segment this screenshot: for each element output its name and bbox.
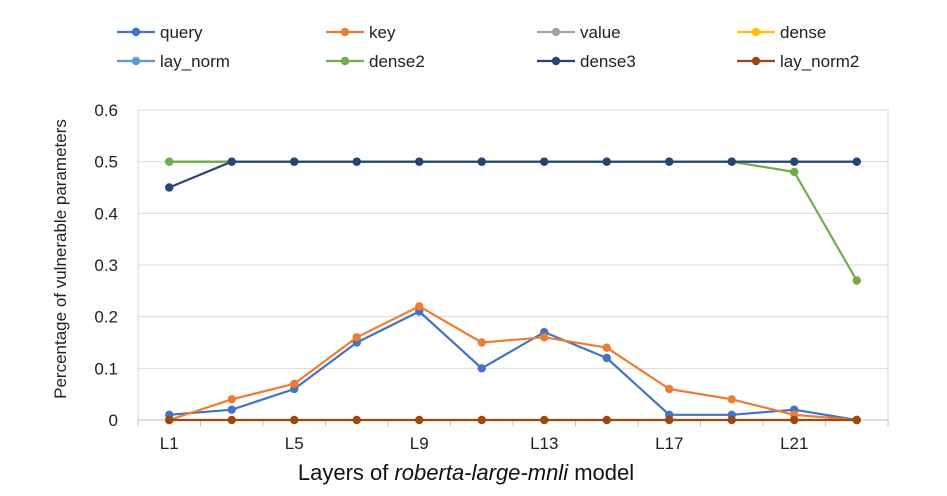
y-tick-label: 0.5 <box>94 153 118 172</box>
legend-item-lay-norm: lay_norm <box>117 52 230 71</box>
legend-label: lay_norm2 <box>780 52 859 71</box>
legend-label: lay_norm <box>160 52 230 71</box>
legend-swatch-marker <box>751 56 761 66</box>
series-dense2 <box>165 157 861 285</box>
data-point <box>352 157 361 166</box>
data-point <box>165 415 174 425</box>
series-query <box>165 307 861 425</box>
data-point <box>415 415 424 425</box>
data-point <box>852 276 861 285</box>
data-point <box>727 157 736 166</box>
series-line <box>169 160 858 282</box>
data-point <box>352 333 361 342</box>
x-axis-title-part-1: Layers of <box>298 460 395 485</box>
data-point <box>227 395 236 404</box>
legend-label: dense3 <box>580 52 636 71</box>
x-axis-title-part-3: model <box>568 460 634 485</box>
series-line <box>169 310 857 422</box>
legend: query key value dense lay_norm dense2 dense3 la… <box>117 23 859 71</box>
legend-item-dense3: dense3 <box>537 52 636 71</box>
data-point <box>477 415 486 425</box>
data-point <box>227 415 236 425</box>
y-tick-label: 0.3 <box>94 256 118 275</box>
legend-swatch-marker <box>340 27 350 37</box>
series-line <box>168 305 857 422</box>
legend-item-dense2: dense2 <box>326 52 425 71</box>
y-tick-label: 0 <box>109 411 118 430</box>
x-tick-label: L17 <box>655 434 683 453</box>
data-point <box>852 415 861 425</box>
series-line <box>168 160 857 189</box>
legend-swatch-marker <box>131 56 141 66</box>
data-point <box>602 157 611 166</box>
data-point <box>540 333 549 342</box>
data-point <box>665 415 674 425</box>
x-axis-title-part-2: roberta-large-mnli <box>394 460 569 485</box>
axes: 0 0.1 0.2 0.3 0.4 0.5 0.6 L1 L5 L9 L13 L17 L21 <box>94 101 889 453</box>
legend-swatch-marker <box>131 27 141 37</box>
data-point <box>477 157 486 166</box>
y-tick-label: 0.6 <box>94 101 118 120</box>
legend-item-value: value <box>537 23 621 42</box>
data-point <box>352 415 361 425</box>
legend-item-key: key <box>326 23 396 42</box>
data-point <box>540 415 549 425</box>
data-point <box>727 395 736 404</box>
legend-swatch-marker <box>551 56 561 66</box>
data-point <box>665 157 674 166</box>
y-tick-label: 0.2 <box>94 308 118 327</box>
data-point <box>290 379 299 389</box>
y-tick-label: 0.4 <box>94 204 118 223</box>
series-layer <box>165 157 861 425</box>
data-point <box>727 415 736 425</box>
legend-swatch-marker <box>340 56 350 66</box>
data-point <box>415 302 424 311</box>
data-point <box>477 338 486 347</box>
legend-swatch-marker <box>751 27 761 37</box>
x-tick-label: L1 <box>160 434 179 453</box>
legend-label: dense <box>780 23 826 42</box>
data-point <box>290 415 299 425</box>
data-point <box>602 353 611 363</box>
x-tick-label: L13 <box>530 434 558 453</box>
y-tick-label: 0.1 <box>94 359 118 378</box>
data-point <box>540 157 549 166</box>
data-point <box>290 157 299 166</box>
data-point <box>602 415 611 425</box>
data-point <box>790 157 799 166</box>
legend-item-dense: dense <box>737 23 826 42</box>
legend-label: dense2 <box>369 52 425 71</box>
data-point <box>227 157 236 166</box>
data-point <box>477 364 486 373</box>
data-point <box>602 343 611 352</box>
legend-label: value <box>580 23 621 42</box>
data-point <box>415 157 424 166</box>
x-tick-label: L5 <box>285 434 304 453</box>
x-tick-label: L9 <box>410 434 429 453</box>
data-point <box>665 384 674 394</box>
legend-swatch-marker <box>551 27 561 37</box>
data-point <box>790 167 799 177</box>
y-axis-title: Percentage of vulnerable parameters <box>51 119 70 399</box>
legend-item-lay-norm2: lay_norm2 <box>737 52 859 71</box>
data-point <box>227 405 236 414</box>
gridlines <box>138 109 888 369</box>
series-key <box>165 302 861 425</box>
data-point <box>790 415 799 425</box>
data-point <box>165 183 174 192</box>
legend-label: key <box>369 23 396 42</box>
legend-item-query: query <box>117 23 203 42</box>
x-tick-label: L21 <box>780 434 808 453</box>
data-point <box>852 157 861 166</box>
data-point <box>165 157 174 166</box>
x-axis-title: Layers of roberta-large-mnli model <box>298 460 634 485</box>
legend-label: query <box>160 23 203 42</box>
series-dense3 <box>165 157 861 192</box>
series-lay-norm2 <box>165 415 861 425</box>
